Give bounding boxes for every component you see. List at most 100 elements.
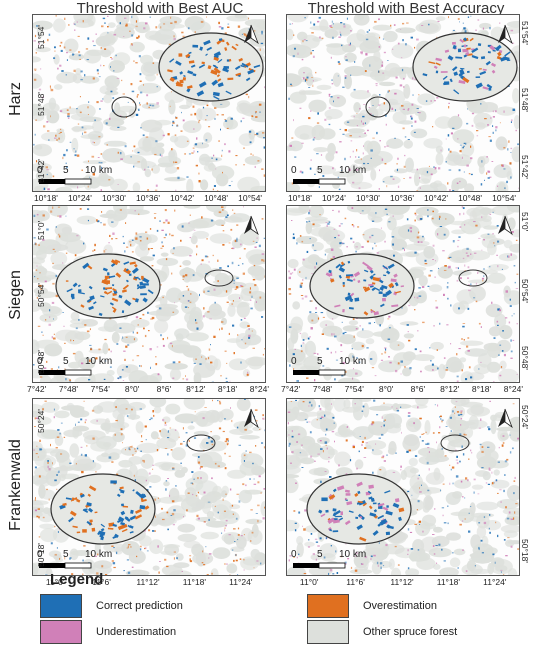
scale-label-zero: 0 — [291, 549, 297, 560]
x-tick-label: 10°54' — [238, 193, 263, 203]
row-label-siegen: Siegen — [7, 270, 24, 320]
scale-label-end: 10 km — [339, 165, 367, 176]
x-tick-label: 11°0' — [299, 577, 319, 587]
scale-bar-white — [318, 562, 346, 569]
x-tick-label: 8°12' — [440, 384, 460, 394]
legend-item-correct: Correct prediction — [40, 594, 183, 618]
x-tick-label: 11°6' — [346, 577, 365, 587]
y-tick-label: 50°18' — [36, 542, 46, 567]
y-tick-label: 51°0' — [36, 220, 46, 241]
x-tick-label: 10°18' — [287, 193, 312, 203]
x-tick-label: 8°24' — [249, 384, 269, 394]
x-tick-label: 11°18' — [182, 577, 207, 587]
x-tick-label: 10°30' — [356, 193, 380, 203]
scale-bar-white — [318, 369, 346, 376]
y-tick-label: 50°48' — [520, 345, 530, 370]
zoom-source-ellipse — [111, 96, 137, 118]
x-tick-label: 8°12' — [186, 384, 206, 394]
x-tick-label: 10°42' — [170, 193, 194, 203]
zoom-source-ellipse — [204, 269, 234, 287]
legend-swatch-correct — [40, 594, 82, 618]
map-panel-harz-auc: 0 5 10 km — [32, 14, 266, 192]
scale-label-mid: 5 — [63, 549, 69, 560]
scale-bar-black — [293, 370, 319, 375]
scale-label-zero: 0 — [37, 165, 43, 176]
x-tick-label: 8°0' — [124, 384, 140, 394]
scale-label-end: 10 km — [85, 356, 113, 367]
legend-item-underestimation: Underestimation — [40, 620, 176, 644]
scale-bar-black — [39, 563, 65, 568]
scale-label-mid: 5 — [317, 549, 323, 560]
map-canvas — [33, 206, 265, 382]
column-title-auc: Threshold with Best AUC — [76, 0, 244, 17]
y-tick-label: 51°42' — [520, 154, 530, 179]
x-tick-label: 8°18' — [471, 384, 492, 394]
scale-label-zero: 0 — [291, 356, 297, 367]
y-tick-label: 50°48' — [36, 349, 46, 374]
map-canvas — [287, 399, 519, 575]
scale-bar-black — [39, 179, 65, 184]
scale-label-end: 10 km — [339, 549, 367, 560]
x-tick-label: 11°6' — [92, 577, 111, 587]
scale-label-zero: 0 — [37, 549, 43, 560]
map-canvas — [33, 15, 265, 191]
map-panel-frankenwald-auc: 0 5 10 km — [32, 398, 266, 576]
y-tick-label: 51°42' — [36, 158, 46, 183]
legend-label-underestimation: Underestimation — [96, 626, 177, 638]
x-tick-label: 8°18' — [217, 384, 238, 394]
x-tick-label: 10°24' — [321, 193, 346, 203]
x-tick-label: 8°0' — [378, 384, 394, 394]
column-title-accuracy: Threshold with Best Accuracy — [307, 0, 505, 17]
x-tick-label: 11°24' — [229, 577, 253, 587]
x-tick-label: 11°24' — [483, 577, 507, 587]
x-tick-label: 10°42' — [424, 193, 448, 203]
x-tick-label: 7°42' — [27, 384, 47, 394]
scale-bar-white — [64, 562, 92, 569]
y-tick-label: 50°54' — [36, 283, 46, 307]
scale-label-zero: 0 — [37, 356, 43, 367]
scale-label-mid: 5 — [317, 165, 323, 176]
zoom-inset-ellipse — [306, 473, 412, 545]
scale-label-mid: 5 — [317, 356, 323, 367]
x-tick-label: 10°54' — [492, 193, 517, 203]
map-canvas — [287, 15, 519, 191]
scale-bar-black — [293, 179, 319, 184]
x-tick-label: 10°24' — [67, 193, 92, 203]
map-canvas — [33, 399, 265, 575]
x-tick-label: 11°0' — [45, 577, 65, 587]
x-tick-label: 8°6' — [156, 384, 172, 394]
north-arrow-icon — [244, 408, 259, 429]
scale-bar-black — [39, 370, 65, 375]
zoom-inset-ellipse — [309, 253, 415, 319]
x-tick-label: 7°42' — [281, 384, 301, 394]
scale-label-end: 10 km — [85, 165, 113, 176]
y-tick-label: 50°18' — [520, 538, 530, 563]
y-tick-label: 51°48' — [520, 88, 530, 112]
y-tick-label: 50°24' — [36, 409, 46, 434]
y-tick-label: 51°48' — [36, 92, 46, 116]
map-panel-frankenwald-accuracy: 0 5 10 km — [286, 398, 520, 576]
legend-label-overestimation: Overestimation — [363, 600, 437, 612]
legend-item-overestimation: Overestimation — [307, 594, 437, 618]
north-arrow-icon — [244, 24, 259, 45]
legend-label-correct: Correct prediction — [96, 600, 183, 612]
y-tick-label: 51°0' — [520, 212, 530, 232]
scale-label-end: 10 km — [85, 549, 113, 560]
scale-label-zero: 0 — [291, 165, 297, 176]
zoom-source-ellipse — [458, 269, 488, 287]
map-panel-siegen-accuracy: 0 5 10 km — [286, 205, 520, 383]
zoom-inset-ellipse — [412, 32, 518, 102]
y-tick-label: 50°24' — [520, 405, 530, 430]
zoom-source-ellipse — [186, 434, 216, 452]
scale-bar-white — [318, 178, 346, 185]
x-tick-label: 8°24' — [503, 384, 523, 394]
legend-label-other-spruce: Other spruce forest — [363, 626, 458, 638]
zoom-source-ellipse — [365, 96, 391, 118]
north-arrow-icon — [498, 24, 513, 45]
x-tick-label: 7°54' — [90, 384, 110, 394]
map-panel-siegen-auc: 0 5 10 km — [32, 205, 266, 383]
scale-label-mid: 5 — [63, 165, 69, 176]
x-tick-label: 11°18' — [436, 577, 461, 587]
x-tick-label: 7°48' — [312, 384, 333, 394]
x-tick-label: 7°48' — [58, 384, 79, 394]
